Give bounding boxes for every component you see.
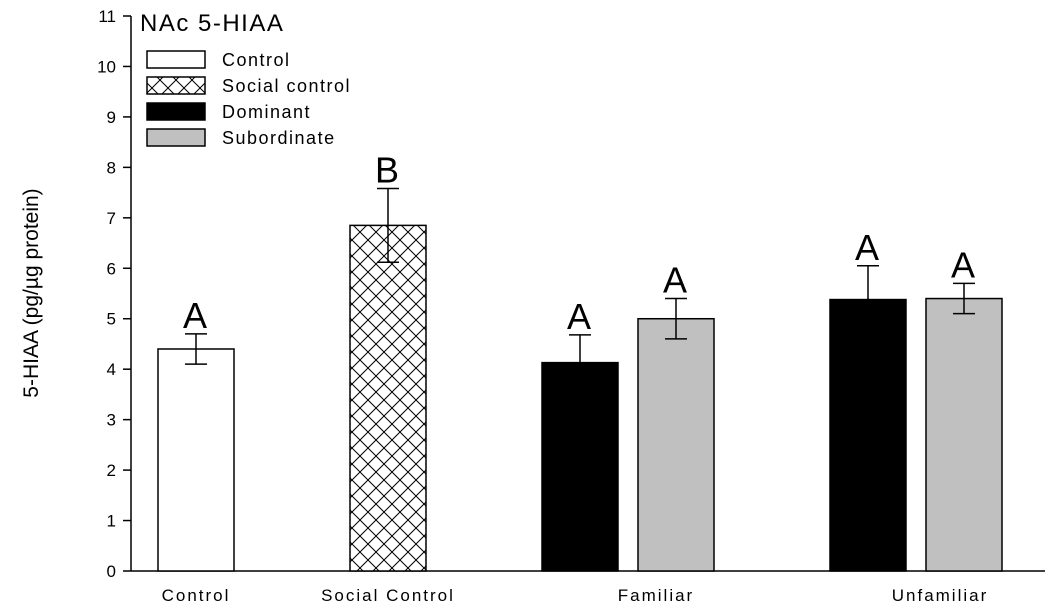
y-tick-label: 4 (107, 360, 116, 379)
chart-title: NAc 5-HIAA (140, 10, 284, 37)
significance-label: B (375, 150, 399, 191)
y-tick-label: 3 (107, 411, 116, 430)
y-tick-label: 5 (107, 310, 116, 329)
significance-label: A (663, 260, 687, 301)
y-tick-label: 8 (107, 158, 116, 177)
legend-label: Control (222, 50, 291, 70)
bars-group: A B A A A A (157, 150, 1003, 572)
legend-swatch (146, 76, 206, 95)
bar-unfamiliar-dominant (829, 298, 907, 572)
legend-label: Dominant (222, 102, 311, 122)
legend-swatch (146, 50, 206, 69)
y-tick-label: 0 (107, 562, 116, 581)
bar-control-control (157, 348, 235, 572)
y-tick-label: 9 (107, 108, 116, 127)
bar-unfamiliar-subordinate (925, 297, 1003, 572)
x-category-label: Unfamiliar (892, 586, 989, 605)
y-tick-label: 6 (107, 259, 116, 278)
y-axis-label: 5-HIAA (pg/µg protein) (20, 188, 43, 397)
y-axis-ticks: 0 1 2 3 4 5 6 7 8 9 10 11 (97, 7, 131, 581)
y-tick-label: 2 (107, 461, 116, 480)
x-axis-labels: Control Social Control Familiar Unfamiliar (162, 586, 989, 605)
legend-label: Subordinate (222, 128, 336, 148)
y-tick-label: 11 (98, 7, 116, 26)
y-tick-label: 1 (107, 512, 116, 531)
significance-label: A (567, 296, 591, 337)
significance-label: A (855, 227, 879, 268)
x-category-label: Control (162, 586, 231, 605)
bar-familiar-subordinate (637, 317, 715, 572)
legend-label: Social control (222, 76, 351, 96)
significance-label: A (951, 244, 975, 285)
legend-swatch (146, 102, 206, 121)
legend: Control Social control Dominant Subordinate (146, 50, 351, 148)
legend-swatch (146, 128, 206, 147)
bar-social-control-social-control (349, 224, 427, 572)
bar-familiar-dominant (541, 361, 619, 572)
x-category-label: Social Control (321, 586, 455, 605)
significance-label: A (183, 295, 207, 336)
y-tick-label: 7 (107, 209, 116, 228)
x-category-label: Familiar (618, 586, 694, 605)
y-tick-label: 10 (97, 57, 116, 76)
